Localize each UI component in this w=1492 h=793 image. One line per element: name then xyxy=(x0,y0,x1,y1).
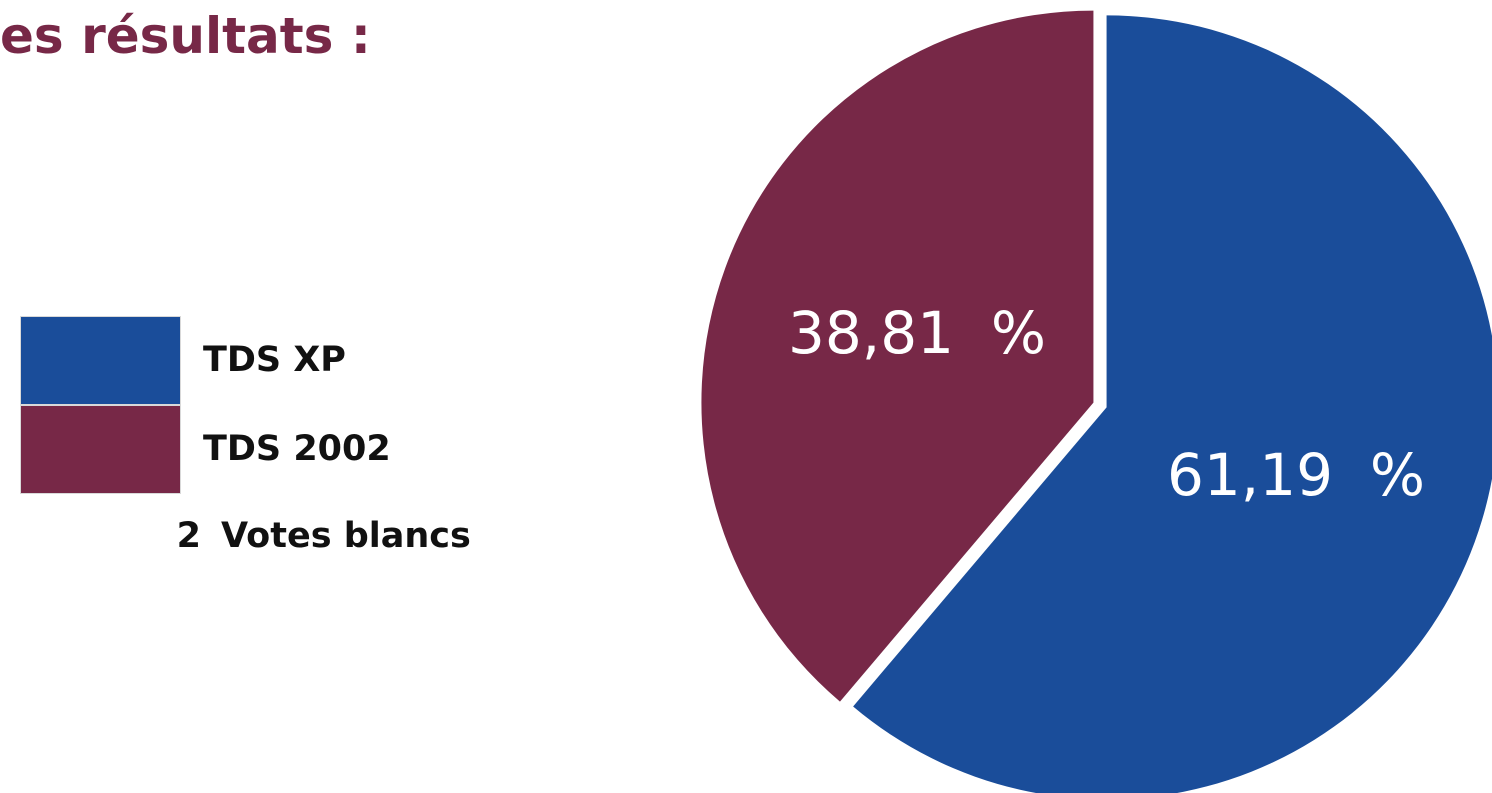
legend-label-tds-xp: TDS XP xyxy=(203,340,346,380)
legend-item-tds-xp: TDS XP xyxy=(20,316,490,405)
slice-label-tds-2002: 38,81 % xyxy=(788,299,1046,367)
legend: TDS XP TDS 2002 2 Votes blancs xyxy=(20,316,490,556)
page-title: es résultats : xyxy=(0,7,371,65)
blank-votes-count: 2 xyxy=(176,516,201,556)
pie-slice-tds-xp xyxy=(853,15,1492,793)
legend-label-tds-2002: TDS 2002 xyxy=(203,429,391,469)
legend-item-tds-2002: TDS 2002 xyxy=(20,405,490,494)
legend-swatch-tds-xp xyxy=(20,316,181,405)
slice-label-tds-xp: 61,19 % xyxy=(1167,441,1425,509)
blank-votes-label: Votes blancs xyxy=(221,516,471,556)
pie-slice-tds-2002 xyxy=(701,10,1094,702)
blank-votes: 2 Votes blancs xyxy=(138,514,471,558)
legend-swatch-tds-2002 xyxy=(20,405,181,494)
